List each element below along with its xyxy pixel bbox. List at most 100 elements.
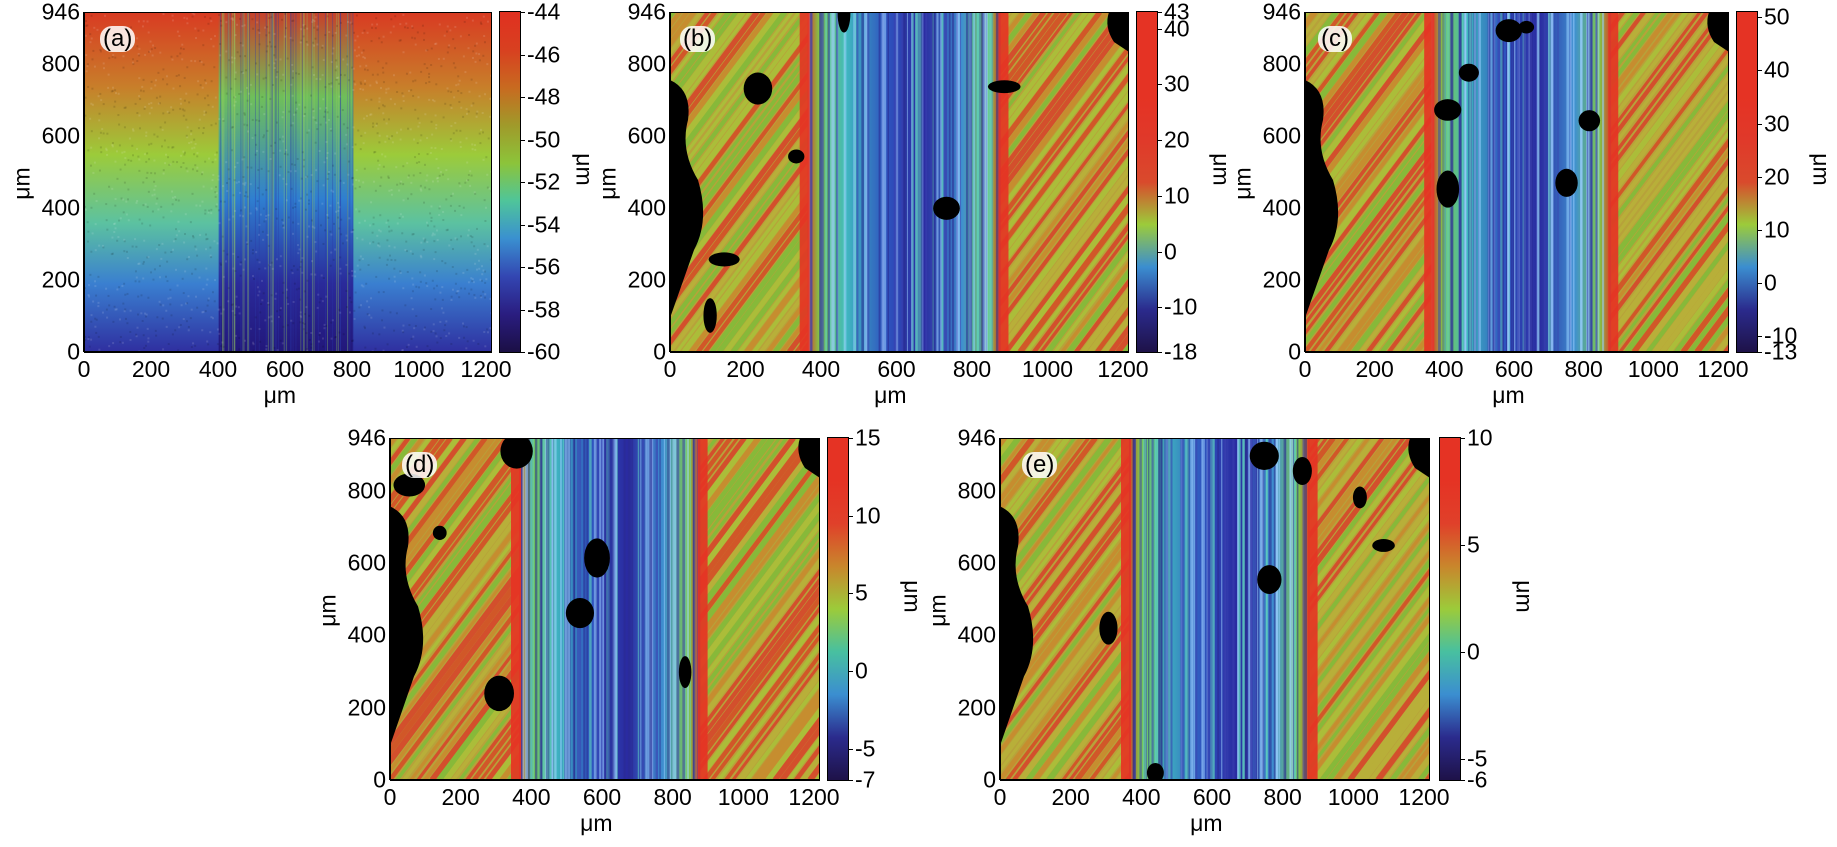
colorbar-tick-label: 20 xyxy=(1764,163,1790,190)
x-tick-label: 800 xyxy=(952,356,992,382)
colorbar-b xyxy=(1136,11,1158,353)
colorbar-tick-mark xyxy=(1757,17,1762,19)
colorbar-tick-mark xyxy=(1157,84,1162,86)
colorbar-tick-label: 10 xyxy=(1467,424,1493,451)
x-tick-label: 400 xyxy=(801,356,841,382)
x-axis-label: μm xyxy=(1190,810,1223,836)
x-tick-label: 800 xyxy=(653,784,692,810)
x-axis-line xyxy=(390,780,820,781)
colorbar-tick-label: 0 xyxy=(1764,269,1777,296)
y-axis-line xyxy=(83,12,84,352)
y-tick-label: 0 xyxy=(373,766,386,793)
colorbar-tick-label: -52 xyxy=(527,168,561,195)
colorbar-c xyxy=(1736,11,1758,353)
colorbar-tick-mark xyxy=(1157,195,1162,197)
x-tick-label: 600 xyxy=(582,784,622,810)
y-axis-line xyxy=(669,12,670,352)
height-map-svg xyxy=(84,12,492,352)
y-axis-line xyxy=(389,438,390,780)
x-tick-label: 1000 xyxy=(1627,356,1679,382)
colorbar-tick-label: -48 xyxy=(527,83,561,110)
y-tick-label: 0 xyxy=(983,766,996,793)
colorbar-label: μm xyxy=(1808,153,1835,186)
y-tick-label: 600 xyxy=(1262,122,1301,149)
panel-label: (c) xyxy=(1318,25,1352,53)
colorbar-tick-label: -5 xyxy=(1467,745,1488,772)
colorbar-tick-mark xyxy=(1157,140,1162,142)
x-tick-label: 200 xyxy=(131,356,171,382)
colorbar-tick-label: 43 xyxy=(1164,0,1190,25)
colorbar-tick-label: 30 xyxy=(1164,70,1190,97)
colorbar-tick-mark xyxy=(1157,28,1162,30)
y-tick-label: 200 xyxy=(627,266,666,293)
y-tick-label: 600 xyxy=(957,549,996,576)
colorbar-tick-mark xyxy=(520,139,525,141)
colorbar-tick-label: -5 xyxy=(855,735,876,762)
colorbar-tick-mark xyxy=(1757,229,1762,231)
y-tick-label: 400 xyxy=(627,194,666,221)
x-axis-label: μm xyxy=(580,810,613,836)
y-axis-label: μm xyxy=(314,594,341,627)
colorbar-tick-mark xyxy=(1460,438,1465,439)
height-map-e xyxy=(1000,438,1430,780)
y-tick-label: 600 xyxy=(627,122,666,149)
colorbar-tick-label: 10 xyxy=(855,502,881,529)
colorbar-tick-mark xyxy=(520,267,525,268)
y-axis-label: μm xyxy=(1229,167,1256,200)
y-tick-label: 0 xyxy=(653,338,666,365)
colorbar-tick-label: -6 xyxy=(1467,766,1488,793)
height-map-svg xyxy=(1000,438,1430,780)
colorbar-tick-label: -13 xyxy=(1764,338,1798,365)
colorbar-tick-mark xyxy=(1460,651,1465,653)
colorbar-tick-label: 10 xyxy=(1164,182,1190,209)
colorbar-tick-mark xyxy=(520,352,525,353)
colorbar-tick-label: 40 xyxy=(1164,15,1190,42)
x-tick-label: 600 xyxy=(1192,784,1232,810)
x-tick-label: 1200 xyxy=(1398,784,1450,810)
colorbar-tick-label: 0 xyxy=(1164,238,1177,265)
x-tick-label: 200 xyxy=(1051,784,1090,810)
colorbar-tick-label: 50 xyxy=(1764,3,1790,30)
colorbar-tick-mark xyxy=(1757,176,1762,178)
colorbar-tick-label: 20 xyxy=(1164,126,1190,153)
colorbar-tick-label: -44 xyxy=(527,0,561,25)
x-axis-label: μm xyxy=(874,382,907,408)
colorbar-tick-label: 10 xyxy=(1764,216,1790,243)
colorbar-tick-mark xyxy=(1757,336,1762,338)
x-tick-label: 800 xyxy=(332,356,372,382)
y-axis-label: μm xyxy=(8,167,35,200)
y-axis-line xyxy=(1304,12,1305,352)
x-axis-line xyxy=(1305,352,1729,353)
colorbar-tick-mark xyxy=(1157,307,1162,309)
colorbar-tick-mark xyxy=(1157,12,1162,13)
y-tick-label: 946 xyxy=(1262,0,1301,25)
x-tick-label: 1200 xyxy=(1697,356,1749,382)
colorbar-tick-mark xyxy=(1460,780,1465,781)
y-tick-label: 400 xyxy=(1262,194,1301,221)
colorbar-label: μm xyxy=(571,153,598,186)
x-tick-label: 0 xyxy=(77,356,91,382)
colorbar-e xyxy=(1439,437,1461,781)
x-tick-label: 1000 xyxy=(717,784,769,810)
colorbar-tick-mark xyxy=(1757,282,1762,284)
colorbar-label: μm xyxy=(899,580,926,613)
x-tick-label: 200 xyxy=(1355,356,1394,382)
y-tick-label: 800 xyxy=(957,477,996,504)
panel-label: (d) xyxy=(402,451,438,479)
colorbar-tick-mark xyxy=(848,780,853,781)
colorbar-tick-label: 5 xyxy=(1467,531,1480,558)
colorbar-tick-label: 30 xyxy=(1764,110,1790,137)
colorbar-tick-mark xyxy=(520,54,525,56)
colorbar-tick-mark xyxy=(520,12,525,13)
x-tick-label: 0 xyxy=(383,784,397,810)
colorbar-d xyxy=(827,437,849,781)
colorbar-tick-mark xyxy=(520,309,525,311)
y-tick-label: 200 xyxy=(1262,266,1301,293)
y-tick-label: 800 xyxy=(627,50,666,77)
colorbar-tick-label: -10 xyxy=(1764,322,1798,349)
y-tick-label: 400 xyxy=(41,194,80,221)
panel-label: (b) xyxy=(680,25,716,53)
colorbar-tick-mark xyxy=(1460,544,1465,546)
colorbar-tick-label: -58 xyxy=(527,296,561,322)
x-tick-label: 1000 xyxy=(1327,784,1379,810)
